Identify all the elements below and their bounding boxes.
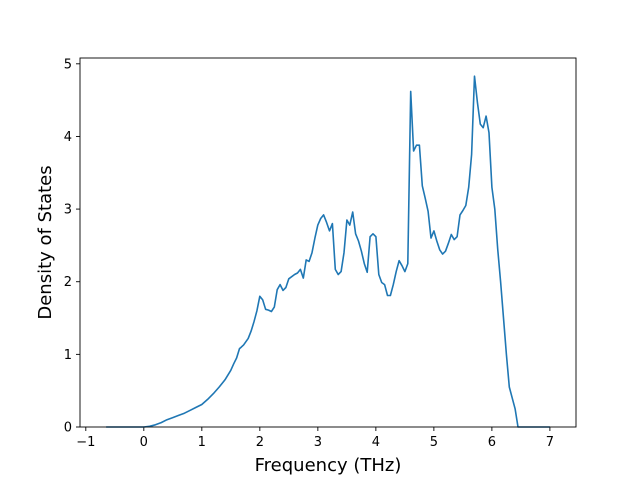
y-tick-label: 1: [64, 348, 72, 363]
axis-ticks: −1 0 1 2 3 4 5 6 7 0 1 2 3 4 5: [64, 57, 554, 450]
y-tick-label: 5: [64, 57, 72, 72]
x-tick-label: 1: [198, 435, 206, 450]
y-tick-label: 0: [64, 421, 72, 436]
x-tick-label: 0: [140, 435, 148, 450]
y-tick-label: 3: [64, 203, 72, 218]
x-tick-label: 5: [430, 435, 438, 450]
y-tick-label: 4: [64, 130, 72, 145]
x-tick-label: 3: [314, 435, 322, 450]
x-tick-label: 7: [546, 435, 554, 450]
y-axis-label: Density of States: [35, 165, 56, 319]
x-tick-label: 6: [488, 435, 496, 450]
x-tick-label: −1: [76, 435, 95, 450]
plot-frame: [79, 57, 577, 428]
y-tick-label: 2: [64, 275, 72, 290]
x-tick-label: 2: [256, 435, 264, 450]
x-tick-label: 4: [372, 435, 380, 450]
dos-series-line: [106, 75, 550, 428]
x-axis-label: Frequency (THz): [255, 455, 402, 476]
